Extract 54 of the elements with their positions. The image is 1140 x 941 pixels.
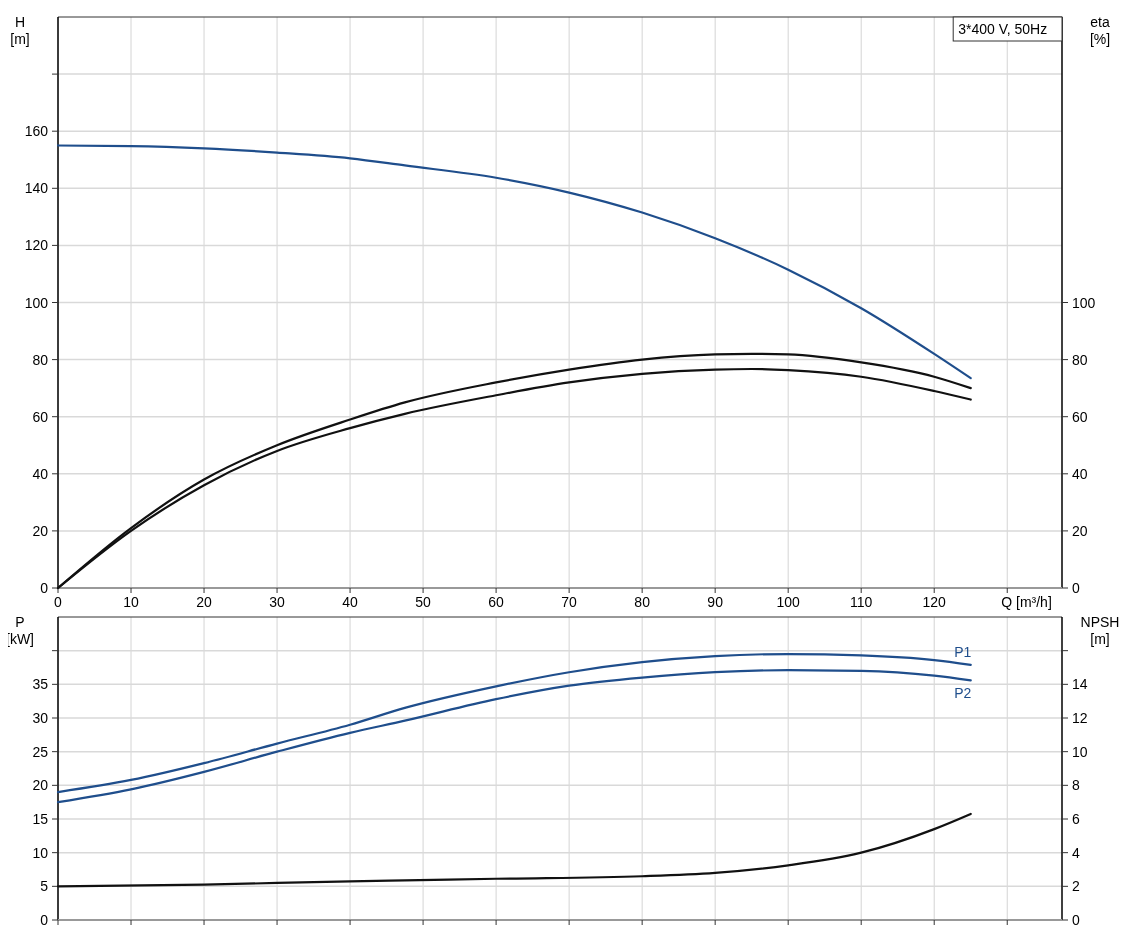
y-tick-label: 40	[32, 465, 49, 482]
series-label: P1	[954, 643, 972, 660]
x-tick-label: 80	[634, 594, 651, 610]
y-tick-label: 0	[40, 912, 49, 928]
y-tick-label: 0	[40, 580, 49, 596]
annotation: 3*400 V, 50Hz	[958, 21, 1048, 37]
y-tick-label: 160	[24, 123, 49, 140]
y2-tick-label: 0	[1072, 912, 1080, 928]
y2-tick-label: 40	[1072, 465, 1088, 482]
y-tick-label: 15	[32, 811, 49, 827]
y2-tick-label: 10	[1072, 743, 1088, 760]
x-tick-label: 90	[707, 594, 724, 610]
x-tick-label: 30	[269, 594, 286, 610]
x-tick-label: 40	[342, 594, 359, 610]
y-tick-label: 80	[32, 351, 49, 368]
x-tick-label: 100	[776, 594, 801, 610]
y2-tick-label: 2	[1072, 878, 1080, 895]
y2-axis-title: eta [%]	[1089, 14, 1111, 47]
line-series	[56, 144, 972, 380]
y2-tick-label: 60	[1072, 408, 1088, 425]
x-tick-label: 20	[196, 594, 213, 610]
x-tick-label: 50	[415, 594, 432, 610]
series-label: P2	[954, 685, 972, 702]
y-tick-label: 35	[32, 676, 49, 693]
y-tick-label: 10	[32, 844, 49, 861]
y2-tick-label: 4	[1072, 844, 1080, 861]
y-tick-label: 20	[32, 522, 49, 539]
x-tick-label: 10	[123, 594, 140, 610]
line-series	[56, 669, 972, 804]
y-tick-label: 5	[40, 878, 49, 895]
y-axis-title: H [m]	[10, 14, 30, 47]
y2-tick-label: 12	[1072, 710, 1088, 726]
y-tick-label: 60	[32, 408, 49, 425]
x-tick-label: 70	[561, 594, 578, 610]
y-tick-label: 30	[32, 710, 49, 726]
y2-tick-label: 8	[1072, 777, 1080, 794]
y2-tick-label: 14	[1072, 676, 1088, 693]
x-tick-label: 110	[850, 594, 873, 610]
y2-tick-label: 100	[1072, 294, 1096, 311]
line-series	[56, 812, 972, 888]
y-tick-label: 25	[32, 743, 49, 760]
x-tick-label: 60	[488, 594, 505, 610]
y-tick-label: 140	[24, 180, 49, 197]
y-tick-label: 120	[24, 237, 49, 254]
y-tick-label: 100	[24, 294, 49, 311]
x-tick-label: 0	[54, 594, 63, 610]
y2-tick-label: 20	[1072, 522, 1088, 539]
y2-axis-title: NPSH [m]	[1080, 614, 1120, 647]
y2-tick-label: 0	[1072, 580, 1080, 596]
x-axis-title: Q [m³/h]	[1001, 594, 1052, 610]
y-tick-label: 20	[32, 777, 49, 794]
x-tick-label: 120	[922, 594, 947, 610]
y2-tick-label: 6	[1072, 811, 1080, 827]
y2-tick-label: 80	[1072, 351, 1088, 368]
